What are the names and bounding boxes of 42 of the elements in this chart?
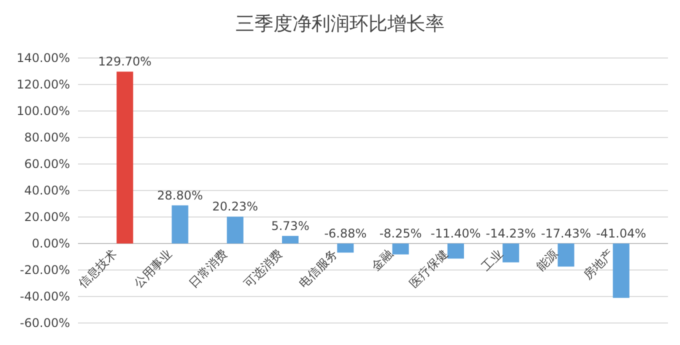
y-tick-label: -20.00% [20, 263, 70, 278]
data-label: -8.25% [379, 226, 422, 240]
data-label: -6.88% [324, 226, 367, 240]
y-tick-label: -40.00% [20, 290, 70, 304]
x-tick-label: 信息技术 [76, 246, 120, 291]
bar [337, 244, 354, 253]
bar [116, 72, 134, 244]
chart-title: 三季度净利润环比增长率 [236, 13, 444, 35]
y-tick-label: 0.00% [32, 236, 70, 251]
data-label: 20.23% [212, 200, 258, 214]
x-tick-label: 可选消费 [241, 246, 286, 291]
x-tick-label: 电信服务 [296, 246, 340, 291]
bar [447, 244, 464, 259]
y-tick-label: 120.00% [16, 78, 70, 92]
bar [612, 244, 630, 298]
y-tick-label: 100.00% [16, 104, 70, 118]
data-label: -41.04% [596, 226, 646, 240]
x-tick-label: 日常消费 [186, 246, 230, 291]
bar [282, 236, 299, 244]
data-label: 28.80% [157, 188, 203, 202]
x-tick-label: 房地产 [580, 246, 616, 282]
bar [172, 205, 188, 244]
y-tick-label: 140.00% [16, 51, 70, 66]
x-tick-label: 医疗保健 [406, 246, 451, 291]
y-tick-label: 40.00% [24, 184, 70, 198]
x-tick-label: 工业 [478, 246, 506, 274]
y-tick-label: 80.00% [24, 130, 70, 145]
y-tick-label: 60.00% [24, 157, 70, 172]
y-tick-label: 20.00% [24, 210, 70, 224]
y-tick-label: -60.00% [20, 316, 70, 330]
bar [392, 244, 409, 254]
bar [558, 244, 574, 267]
bar [226, 216, 244, 244]
x-tick-label: 能源 [534, 246, 561, 274]
data-label: -11.40% [430, 226, 481, 240]
data-label: 129.70% [98, 54, 152, 69]
x-tick-label: 金融 [368, 246, 396, 274]
x-tick-label: 公用事业 [130, 246, 175, 291]
data-label: 5.73% [271, 218, 310, 233]
data-label: -14.23% [486, 226, 536, 240]
bar [502, 244, 520, 262]
data-label: -17.43% [540, 226, 592, 240]
